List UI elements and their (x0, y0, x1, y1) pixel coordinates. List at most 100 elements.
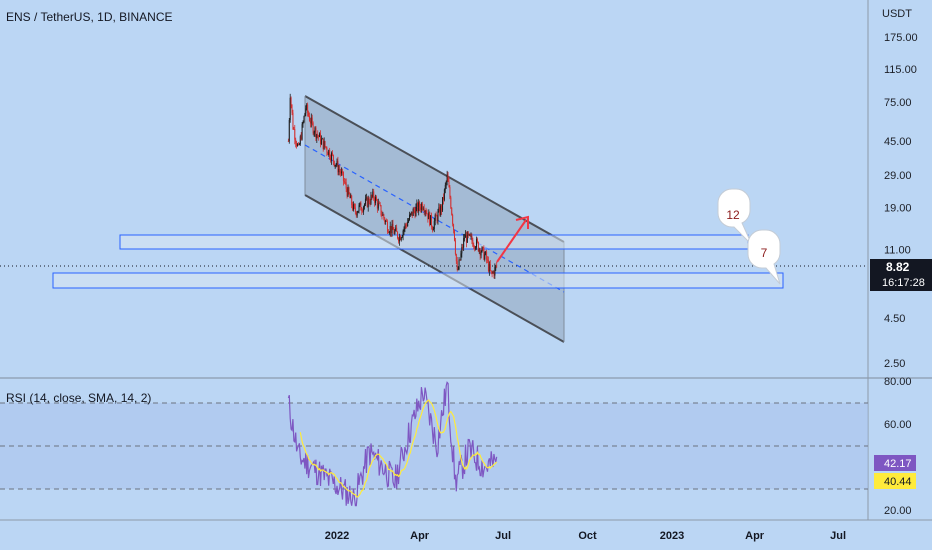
candle-body (318, 135, 320, 137)
time-label-2: Jul (495, 530, 511, 542)
candle-body (394, 230, 396, 234)
candle-body (373, 191, 375, 199)
candle-body (330, 152, 332, 161)
candle-body (306, 104, 308, 109)
candle-body (346, 188, 348, 197)
candle-body (382, 214, 384, 216)
candle-body (358, 205, 360, 211)
candle-body (362, 210, 364, 212)
candle-body (314, 127, 316, 133)
candle-body (434, 214, 436, 222)
candle-body (353, 204, 355, 210)
candle-body (440, 205, 442, 216)
candle-body (424, 211, 426, 212)
candlestick-series (287, 93, 498, 279)
candle-body (490, 270, 492, 273)
candle-body (352, 205, 354, 210)
candle-body (295, 139, 297, 143)
candle-body (397, 237, 399, 242)
candle-body (308, 115, 310, 122)
candle-body (464, 234, 466, 238)
candle-body (294, 129, 296, 140)
channel-lower-line[interactable] (304, 194, 565, 343)
candle-body (378, 202, 380, 204)
candle-body (331, 152, 333, 155)
candle-body (320, 139, 322, 145)
symbol-title[interactable]: ENS / TetherUS, 1D, BINANCE (6, 10, 173, 24)
candle-body (368, 198, 370, 203)
candle-body (370, 195, 372, 204)
bubble-lower-label: 7 (761, 246, 768, 260)
candle-body (381, 215, 383, 216)
candle-body (407, 221, 409, 227)
rsi-tick-2: 20.00 (884, 505, 912, 517)
candle-body (467, 232, 469, 236)
candle-body (297, 144, 299, 145)
price-tick-4: 29.00 (884, 170, 912, 182)
candle-body (305, 108, 307, 114)
callout-bubble-lower[interactable]: 7 (747, 229, 781, 285)
candle-body (338, 169, 340, 173)
candle-body (312, 122, 314, 134)
price-axis-ticks: 175.00 115.00 75.00 45.00 29.00 19.00 11.00 4.5… (884, 32, 918, 370)
candle-body (472, 240, 474, 247)
current-price-badge (870, 259, 932, 291)
candle-body (448, 181, 450, 188)
candle-body (313, 132, 315, 134)
candle-body (335, 164, 337, 166)
candle-body (296, 142, 298, 147)
candle-body (323, 141, 325, 150)
candle-body (377, 202, 379, 209)
channel-upper-line[interactable] (304, 95, 565, 243)
currency-label: USDT (882, 8, 912, 20)
candle-body (441, 205, 443, 211)
candle-body (317, 134, 319, 136)
projection-arrow[interactable] (496, 219, 527, 263)
candle-body (447, 174, 449, 182)
zone-upper[interactable] (119, 234, 749, 250)
candle-body (334, 164, 336, 167)
candle-body (471, 235, 473, 241)
candle-body (348, 187, 350, 194)
candle-body (456, 261, 458, 270)
candle-body (402, 230, 404, 237)
price-tick-3: 45.00 (884, 136, 912, 148)
candle-body (439, 207, 441, 216)
rsi-title[interactable]: RSI (14, close, SMA, 14, 2) (6, 391, 151, 405)
candle-body (475, 247, 477, 249)
candle-body (432, 228, 434, 231)
candle-body (387, 231, 389, 233)
candle-body (453, 230, 455, 241)
callout-bubble-upper[interactable]: 12 (717, 188, 753, 246)
candle-body (470, 235, 472, 237)
candle-body (444, 185, 446, 190)
candle-body (324, 141, 326, 147)
candle-body (458, 259, 460, 270)
candle-body (420, 207, 422, 210)
candle-body (315, 127, 317, 139)
candle-body (398, 236, 400, 242)
candle-body (343, 180, 345, 183)
candle-body (454, 240, 456, 255)
candle-body (417, 203, 419, 212)
candle-body (391, 223, 393, 234)
candle-body (396, 227, 398, 232)
countdown-value: 16:17:28 (882, 277, 925, 289)
candle-body (363, 206, 365, 212)
zone-lower[interactable] (52, 272, 784, 289)
projection-arrowhead (515, 215, 529, 229)
candle-body (405, 224, 407, 226)
candle-body (493, 271, 495, 276)
candle-body (412, 208, 414, 216)
candle-body (459, 259, 461, 261)
candle-body (429, 212, 431, 226)
candle-body (486, 251, 488, 260)
candle-body (406, 225, 408, 227)
candle-body (401, 236, 403, 238)
candle-body (473, 246, 475, 248)
candle-body (303, 116, 305, 123)
candle-body (484, 254, 486, 260)
current-price-value: 8.82 (886, 260, 910, 274)
candle-body (410, 211, 412, 214)
